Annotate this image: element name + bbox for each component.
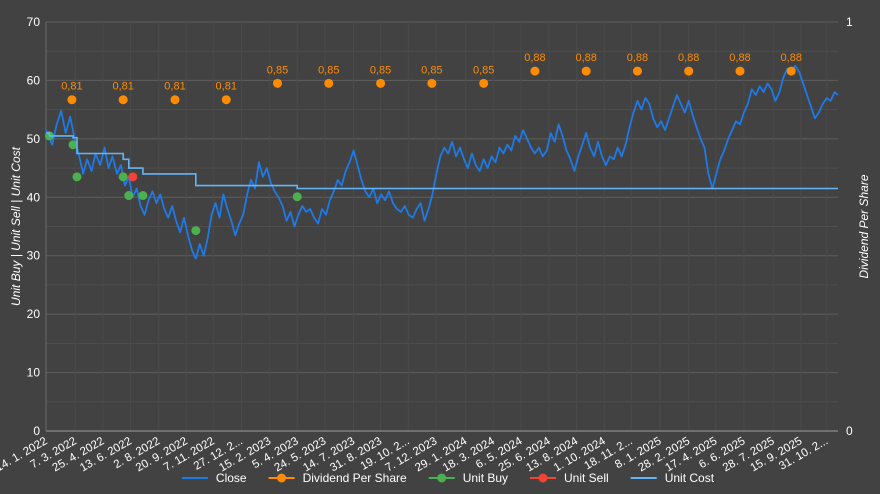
dividend-point [170,95,180,105]
dividend-point [786,66,796,76]
dividend-point [118,95,128,105]
dividend-point [273,78,283,88]
dividend-point [581,66,591,76]
dividend-data-label: 0,88 [781,52,802,64]
legend-label: Dividend Per Share [303,471,407,485]
dividend-point [735,66,745,76]
unit-buy-point [72,172,82,182]
y-left-axis-title: Unit Buy | Unit Sell | Unit Cost [9,146,23,306]
unit-cost-step-line [46,132,838,190]
y-right-tick-label: 1 [846,15,853,29]
legend-swatch-dot [277,473,287,483]
unit-buy-point [68,140,78,150]
dividend-data-label: 0,85 [421,64,442,76]
series-layer: 0,81 0,81 0,81 0,81 0,85 0,85 0,85 0,85 0,85 0,88… [44,52,839,260]
y-left-tick-label: 20 [27,307,41,321]
y-right-tick-label: 0 [846,424,853,438]
dividend-point [221,95,231,105]
dividend-data-label: 0,88 [575,52,596,64]
legend-swatch-dot [437,473,447,483]
dividend-data-label: 0,85 [370,64,391,76]
dividend-data-label: 0,81 [164,81,185,93]
series-unit-cost [46,132,838,190]
dividend-data-label: 0,81 [112,81,133,93]
dividend-data-label: 0,88 [729,52,750,64]
unit-buy-point [292,192,302,202]
dividend-point [427,78,437,88]
unit-buy-point [124,191,134,201]
legend-label: Unit Cost [665,471,715,485]
gridlines [45,21,838,432]
y-left-tick-label: 0 [33,424,40,438]
legend: Close Dividend Per Share Unit Buy Unit Sell… [181,471,715,485]
legend-label: Unit Sell [564,471,609,485]
legend-item-unit-sell: Unit Sell [530,471,609,485]
legend-item-unit-cost: Unit Cost [630,471,715,485]
dividend-data-label: 0,85 [267,64,288,76]
series-close [45,64,839,260]
legend-label: Unit Buy [463,471,508,485]
dividend-point [376,78,386,88]
dividend-data-label: 0,88 [678,52,699,64]
dividend-point [67,95,77,105]
series-unit-buy [44,131,302,236]
y-right-axis-title: Dividend Per Share [857,174,871,278]
y-left-tick-label: 40 [27,190,41,204]
dividend-point [684,66,694,76]
y-left-tick-label: 30 [27,249,41,263]
legend-swatch-dot [538,473,548,483]
legend-label: Close [216,471,247,485]
y-left-tick-label: 10 [27,366,41,380]
unit-buy-point [138,191,148,201]
dividend-data-label: 0,85 [473,64,494,76]
dividend-data-label: 0,81 [61,81,82,93]
unit-sell-point [128,172,138,182]
unit-buy-point [191,226,201,236]
dividend-data-label: 0,88 [627,52,648,64]
dividend-point [479,78,489,88]
dividend-data-label: 0,81 [216,81,237,93]
dividend-data-label: 0,88 [524,52,545,64]
unit-buy-point [118,172,128,182]
dividend-point [632,66,642,76]
y-left-tick-label: 60 [27,73,41,87]
close-price-line [45,64,839,260]
dividend-point [530,66,540,76]
legend-item-dividend-per-share: Dividend Per Share [268,471,407,485]
y-left-tick-label: 50 [27,132,41,146]
y-left-tick-label: 70 [27,15,41,29]
legend-item-unit-buy: Unit Buy [428,471,508,485]
dividend-point [324,78,334,88]
dividend-data-label: 0,85 [318,64,339,76]
series-dividend-per-share: 0,81 0,81 0,81 0,81 0,85 0,85 0,85 0,85 0,85 0,88… [61,52,802,105]
series-unit-sell [128,172,138,182]
legend-item-close: Close [181,471,247,485]
